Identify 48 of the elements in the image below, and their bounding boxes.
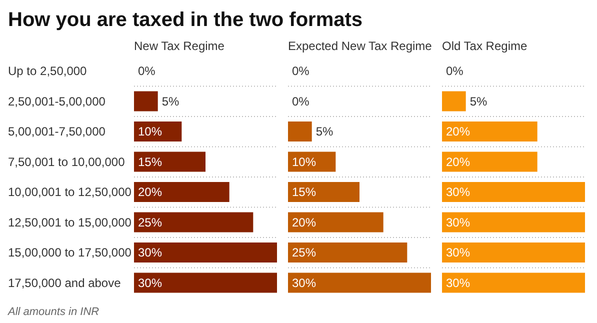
data-label: 15%	[138, 154, 162, 169]
chart-title: How you are taxed in the two formats	[8, 8, 364, 33]
data-label: 30%	[446, 246, 470, 260]
data-label: 30%	[292, 276, 316, 290]
bar	[134, 272, 277, 293]
data-label: 15%	[292, 185, 316, 199]
y-tick-label: 10,00,001 to 12,50,000	[8, 185, 132, 200]
bar	[134, 212, 254, 232]
data-label: 0%	[446, 64, 464, 78]
bar	[134, 152, 206, 172]
y-tick-label: 5,00,001-7,50,000	[8, 124, 106, 139]
bar	[288, 182, 360, 202]
bar	[288, 122, 312, 142]
data-label: 10%	[138, 124, 162, 138]
chart-subtitle: New Tax Regime	[134, 38, 226, 55]
chart-subtitle: Old Tax Regime	[442, 38, 528, 55]
data-label: 30%	[446, 276, 470, 290]
data-label: 5%	[162, 94, 180, 108]
bar	[288, 212, 384, 232]
bar	[288, 242, 408, 262]
y-tick-label: 17,50,000 and above	[8, 276, 122, 290]
y-tick-label: 7,50,001 to 10,00,000	[8, 154, 126, 169]
data-label: 0%	[292, 64, 310, 78]
y-tick-label: 15,00,000 to 17,50,000	[8, 246, 132, 260]
data-label: 10%	[292, 154, 316, 169]
y-tick-label: 2,50,001-5,00,000	[8, 94, 106, 108]
data-label: 25%	[292, 246, 316, 260]
data-label: 30%	[446, 215, 470, 230]
text: All amounts in INR	[8, 306, 100, 318]
chart-subtitle: Expected New Tax Regime	[288, 38, 433, 55]
data-label: 30%	[446, 185, 470, 199]
data-label: 0%	[138, 64, 156, 78]
data-label: 20%	[446, 124, 470, 138]
data-label: 30%	[138, 246, 162, 260]
data-label: 0%	[292, 94, 310, 108]
bar	[288, 272, 431, 293]
data-label: 20%	[292, 215, 316, 230]
y-tick-label: 12,50,001 to 15,00,000	[8, 215, 132, 230]
data-label: 5%	[470, 94, 488, 108]
y-tick-label: Up to 2,50,000	[8, 64, 88, 78]
data-label: 25%	[138, 215, 162, 230]
bar	[134, 242, 277, 262]
data-label: 5%	[316, 124, 334, 138]
data-label: 20%	[138, 185, 162, 199]
bar	[134, 182, 230, 202]
data-label: 20%	[446, 154, 470, 169]
bar	[134, 91, 158, 112]
data-label: 30%	[138, 276, 162, 290]
